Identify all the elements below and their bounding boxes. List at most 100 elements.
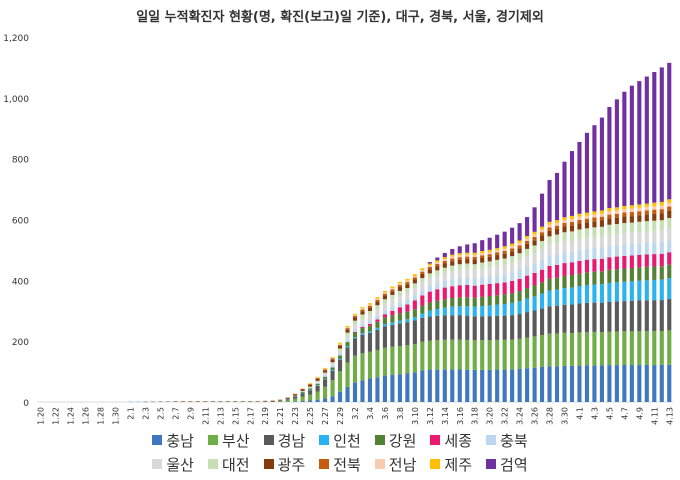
bar-segment [510,369,515,402]
bar-segment [584,218,590,223]
bar-segment [547,179,552,222]
bar-segment [592,365,597,402]
bar-segment [405,284,410,289]
bar-segment [405,288,410,293]
bar-segment [562,275,567,289]
bar-segment [510,272,515,281]
bar-segment [517,314,522,339]
bar-segment [442,267,447,274]
bar-segment [360,333,365,335]
bar-segment [622,268,627,282]
bar-segment [667,210,672,218]
x-tick-label: 3.6 [381,407,390,420]
bar-segment [465,285,470,298]
bar-segment [540,241,545,250]
legend-label: 광주 [277,455,306,474]
bar-segment [540,232,545,236]
bar-segment [315,377,320,379]
bar-segment [510,262,515,273]
bar-segment [457,264,462,270]
bar-segment [382,326,387,348]
bar-segment [584,259,590,273]
bar-segment [495,339,500,370]
bar-segment [502,339,507,370]
legend-label: 부산 [221,431,250,450]
bar-segment [525,288,530,299]
bar-segment [569,262,575,276]
bar-segment [323,398,328,402]
bar-segment [517,242,522,246]
bar-segment [285,400,290,402]
bar-segment [502,264,507,275]
bar-segment [435,282,440,290]
bar-segment [652,213,657,221]
bar-segment [652,266,657,280]
bar-segment [450,286,455,299]
bar-segment [442,307,447,316]
bar-segment [592,271,597,285]
bar-segment [577,286,582,304]
bar-segment [532,207,537,232]
bar-segment [412,309,417,317]
bar-segment [420,341,425,371]
legend-swatch [152,459,163,469]
legend-label: 경남 [277,431,306,450]
x-tick-label: 2.19 [261,407,270,425]
bar-segment [367,307,373,311]
x-tick-label: 3.26 [531,407,540,425]
bar-segment [577,273,582,287]
legend-swatch [319,435,330,445]
bar-segment [495,369,500,402]
bar-segment [510,227,515,244]
bar-segment [502,246,507,249]
bar-segment [569,225,575,232]
bar-segment [495,275,500,284]
bar-segment [442,273,447,281]
bar-segment [293,398,298,402]
bar-segment [337,342,343,344]
bar-segment [569,275,575,288]
bar-segment [525,368,530,402]
bar-segment [629,268,634,282]
bar-segment [457,369,462,402]
bar-segment [323,368,328,370]
bar-segment [323,379,328,387]
bar-segment [323,369,328,371]
bar-segment [592,259,597,272]
bar-segment [644,221,649,232]
bar-segment [487,340,492,370]
bar-segment [345,347,350,363]
bar-segment [644,210,649,215]
bar-segment [472,243,477,253]
legend-item: 대전 [207,454,250,475]
bar-segment [472,259,477,265]
bar-segment [622,244,627,256]
bar-segment [397,320,402,324]
bar-segment [547,236,552,245]
bar-segment [540,193,545,227]
bar-segment [614,213,619,218]
bar-segment [450,339,455,370]
bar-segment [554,172,560,221]
bar-segment [345,327,350,329]
bar-segment [614,99,619,208]
bar-segment [569,222,575,226]
bar-segment [480,268,485,278]
bar-segment [614,282,619,302]
bar-segment [390,306,395,311]
bar-segment [525,240,530,244]
bar-segment [293,393,298,395]
bar-segment [637,204,642,208]
bar-segment [592,247,597,260]
bar-segment [352,355,358,383]
bar-segment [308,388,313,390]
x-tick-label: 3.20 [486,407,495,425]
bar-segment [569,365,575,402]
bar-segment [584,248,590,260]
bar-segment [427,273,432,279]
bar-segment [480,262,485,269]
bar-segment [644,242,649,255]
legend-label: 전북 [333,455,361,474]
bar-segment [442,299,447,308]
bar-segment [562,252,567,264]
